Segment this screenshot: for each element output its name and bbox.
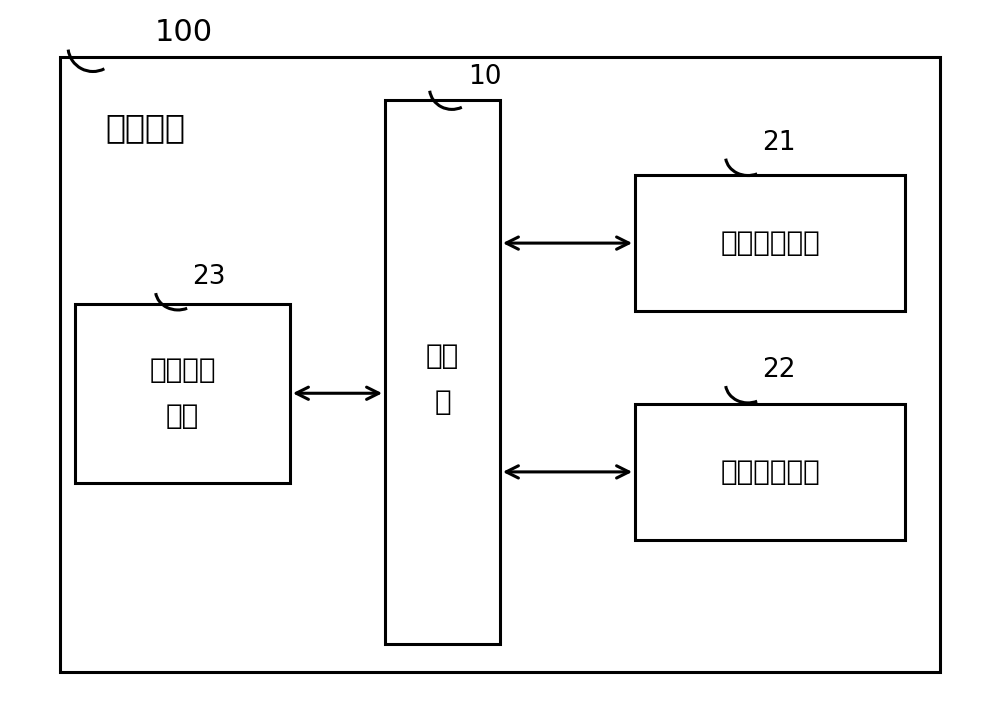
Bar bbox=[385, 100, 500, 644]
Text: 22: 22 bbox=[762, 358, 796, 383]
Text: 处理
器: 处理 器 bbox=[426, 342, 459, 415]
Text: 23: 23 bbox=[192, 265, 226, 290]
Text: 21: 21 bbox=[762, 130, 796, 156]
Text: 第一通信模块: 第一通信模块 bbox=[720, 229, 820, 257]
Bar bbox=[75, 304, 290, 483]
Text: 第二通信模块: 第二通信模块 bbox=[720, 458, 820, 486]
Text: 100: 100 bbox=[155, 18, 213, 46]
Text: 电子设备: 电子设备 bbox=[105, 111, 185, 144]
Bar bbox=[60, 57, 940, 672]
Bar bbox=[635, 404, 905, 540]
Bar bbox=[635, 175, 905, 311]
Text: 10: 10 bbox=[468, 64, 502, 90]
Text: 通信检测
模块: 通信检测 模块 bbox=[149, 357, 216, 430]
